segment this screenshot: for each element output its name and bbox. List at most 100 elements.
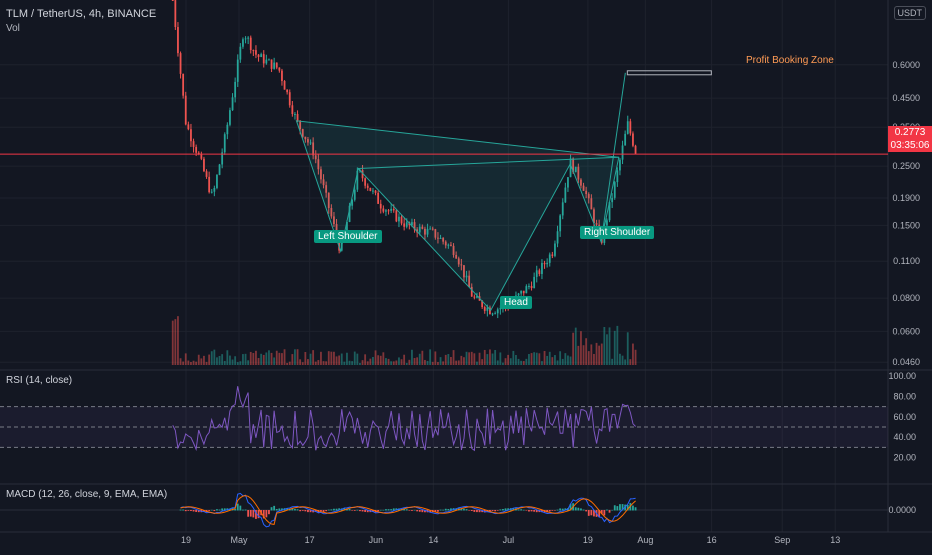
candle-body	[580, 179, 582, 186]
macd-histogram-bar	[616, 506, 619, 511]
rsi-tick-label: 80.00	[893, 391, 916, 401]
volume-bar	[390, 361, 393, 365]
volume-bar	[187, 360, 190, 365]
candle-body	[184, 95, 187, 125]
macd-histogram-bar	[218, 509, 221, 511]
macd-histogram-bar	[460, 508, 463, 511]
candle-body	[197, 152, 200, 155]
macd-histogram-bar	[301, 510, 304, 511]
candle-body	[366, 185, 369, 188]
volume-bar	[335, 356, 338, 365]
candle-body	[452, 245, 455, 255]
time-tick-label: Jun	[369, 535, 384, 545]
macd-tick-label: 0.0000	[888, 505, 916, 515]
candle-body	[325, 185, 328, 193]
volume-bar	[364, 354, 367, 365]
volume-bar	[283, 349, 286, 365]
macd-histogram-bar	[229, 508, 231, 511]
macd-histogram-bar	[408, 510, 411, 511]
volume-bar	[517, 358, 520, 365]
volume-bar	[296, 349, 299, 365]
macd-histogram-bar	[192, 510, 195, 512]
volume-bar	[470, 351, 473, 365]
profit-zone-label: Profit Booking Zone	[746, 55, 834, 66]
candle-body	[174, 0, 177, 28]
volume-bar	[333, 351, 335, 365]
volume-bar	[442, 361, 445, 365]
volume-bar	[249, 351, 252, 365]
volume-bar	[226, 350, 229, 365]
candle-body	[205, 171, 208, 177]
candle-body	[348, 205, 351, 222]
candle-body	[249, 37, 252, 51]
volume-bar	[174, 319, 177, 365]
volume-bar	[379, 355, 382, 365]
macd-histogram-bar	[561, 508, 564, 511]
candle-body	[530, 285, 533, 289]
volume-bar	[171, 320, 174, 365]
volume-bar	[203, 355, 205, 365]
volume-bar	[567, 355, 569, 365]
candle-body	[520, 290, 523, 294]
volume-bar	[273, 357, 276, 365]
candle-body	[431, 228, 434, 230]
candle-body	[606, 220, 608, 226]
volume-bar	[192, 360, 195, 365]
candle-body	[208, 176, 211, 193]
volume-bar	[301, 362, 304, 365]
candle-body	[190, 129, 192, 142]
candle-body	[330, 207, 333, 217]
macd-histogram-bar	[611, 509, 614, 511]
volume-bar	[343, 361, 346, 365]
macd-histogram-bar	[385, 509, 387, 511]
candle-body	[541, 263, 543, 274]
macd-histogram-bar	[377, 510, 380, 512]
candle-body	[561, 202, 564, 216]
price-tick-label: 0.0600	[892, 326, 920, 336]
macd-histogram-bar	[359, 510, 361, 512]
candle-body	[216, 174, 218, 188]
candle-body	[322, 179, 325, 186]
volume-bar	[587, 351, 590, 365]
volume-bar	[494, 349, 497, 365]
macd-histogram-bar	[252, 510, 255, 518]
candle-body	[403, 223, 406, 227]
volume-bar	[572, 332, 575, 365]
macd-histogram-bar	[390, 509, 393, 511]
countdown-badge: 03:35:06	[888, 139, 932, 152]
candle-body	[533, 276, 536, 289]
macd-histogram-bar	[296, 509, 299, 511]
macd-histogram-bar	[190, 510, 192, 512]
candle-body	[395, 210, 398, 222]
candle-body	[351, 199, 354, 206]
candle-body	[457, 258, 460, 265]
volume-bar	[325, 361, 328, 365]
candle-body	[548, 254, 551, 263]
macd-histogram-bar	[242, 509, 244, 511]
candle-body	[442, 237, 445, 242]
macd-histogram-bar	[582, 509, 585, 511]
macd-histogram-bar	[413, 509, 416, 511]
volume-bar	[486, 354, 489, 365]
volume-bar	[257, 358, 260, 365]
macd-histogram-bar	[335, 508, 338, 511]
candle-body	[281, 70, 283, 81]
volume-bar	[244, 353, 247, 365]
candle-body	[554, 243, 556, 256]
volume-bar	[262, 354, 265, 365]
candle-body	[221, 152, 224, 165]
macd-histogram-bar	[504, 508, 507, 511]
candle-body	[400, 216, 403, 224]
macd-histogram-bar	[603, 510, 606, 516]
candle-body	[491, 313, 494, 315]
macd-histogram-bar	[473, 510, 476, 512]
volume-bar	[525, 358, 528, 365]
volume-bar	[255, 350, 257, 365]
volume-bar	[231, 359, 234, 365]
currency-badge[interactable]: USDT	[893, 6, 926, 20]
candle-body	[390, 208, 393, 211]
macd-histogram-bar	[221, 508, 224, 511]
volume-bar	[538, 353, 541, 365]
volume-bar	[208, 354, 211, 365]
